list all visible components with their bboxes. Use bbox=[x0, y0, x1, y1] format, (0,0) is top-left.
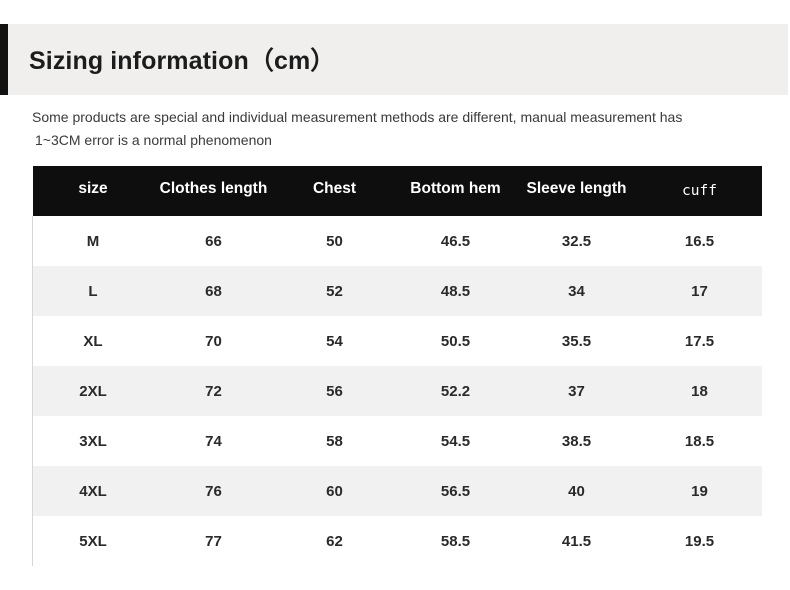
cell-clothes-length: 68 bbox=[205, 282, 222, 300]
table-row: XL 70 54 50.5 35.5 17.5 bbox=[33, 316, 762, 366]
cell-size: XL bbox=[83, 332, 103, 350]
cell-clothes-length: 74 bbox=[205, 432, 222, 450]
cell-chest: 52 bbox=[326, 282, 343, 300]
cell-size: 2XL bbox=[79, 382, 107, 400]
cell-cuff: 19.5 bbox=[684, 532, 715, 550]
column-header-cuff: cuff bbox=[682, 183, 717, 199]
cell-clothes-length: 70 bbox=[205, 332, 222, 350]
table-row: 3XL 74 58 54.5 38.5 18.5 bbox=[33, 416, 762, 466]
cell-cuff: 17 bbox=[691, 282, 708, 300]
cell-cuff: 18 bbox=[691, 382, 708, 400]
cell-sleeve-length: 37 bbox=[568, 382, 585, 400]
cell-bottom-hem: 58.5 bbox=[440, 532, 471, 550]
table-row: M 66 50 46.5 32.5 16.5 bbox=[33, 216, 762, 266]
column-header-chest: Chest bbox=[312, 180, 357, 197]
cell-size: 3XL bbox=[79, 432, 107, 450]
table-row: 5XL 77 62 58.5 41.5 19.5 bbox=[33, 516, 762, 566]
cell-cuff: 17.5 bbox=[684, 332, 715, 350]
cell-size: L bbox=[88, 282, 98, 300]
table-left-border bbox=[32, 216, 33, 566]
cell-cuff: 16.5 bbox=[684, 232, 715, 250]
cell-clothes-length: 72 bbox=[205, 382, 222, 400]
note-line-2: 1~3CM error is a normal phenomenon bbox=[35, 132, 272, 148]
table-row: 2XL 72 56 52.2 37 18 bbox=[33, 366, 762, 416]
cell-size: 5XL bbox=[79, 532, 107, 550]
cell-sleeve-length: 38.5 bbox=[561, 432, 592, 450]
cell-chest: 58 bbox=[326, 432, 343, 450]
size-chart-table: size Clothes length Chest Bottom hem Sle… bbox=[33, 166, 762, 566]
section-header: Sizing information（cm） bbox=[0, 24, 788, 95]
cell-sleeve-length: 41.5 bbox=[561, 532, 592, 550]
cell-cuff: 19 bbox=[691, 482, 708, 500]
header-accent-bar bbox=[0, 24, 8, 95]
cell-chest: 54 bbox=[326, 332, 343, 350]
note-line-1: Some products are special and individual… bbox=[32, 109, 683, 125]
column-header-bottom-hem: Bottom hem bbox=[410, 180, 501, 197]
cell-bottom-hem: 52.2 bbox=[440, 382, 471, 400]
cell-size: 4XL bbox=[79, 482, 107, 500]
column-header-size: size bbox=[78, 180, 108, 197]
cell-chest: 60 bbox=[326, 482, 343, 500]
table-header-row: size Clothes length Chest Bottom hem Sle… bbox=[33, 166, 762, 216]
cell-sleeve-length: 34 bbox=[568, 282, 585, 300]
cell-sleeve-length: 40 bbox=[568, 482, 585, 500]
column-header-clothes-length: Clothes length bbox=[159, 180, 268, 197]
cell-clothes-length: 66 bbox=[205, 232, 222, 250]
page-title: Sizing information（cm） bbox=[29, 47, 336, 75]
cell-clothes-length: 76 bbox=[205, 482, 222, 500]
cell-bottom-hem: 48.5 bbox=[440, 282, 471, 300]
cell-clothes-length: 77 bbox=[205, 532, 222, 550]
table-row: L 68 52 48.5 34 17 bbox=[33, 266, 762, 316]
column-header-sleeve-length: Sleeve length bbox=[526, 180, 627, 197]
cell-bottom-hem: 54.5 bbox=[440, 432, 471, 450]
table-row: 4XL 76 60 56.5 40 19 bbox=[33, 466, 762, 516]
cell-size: M bbox=[86, 232, 100, 250]
measurement-note: Some products are special and individual… bbox=[32, 106, 732, 152]
cell-sleeve-length: 35.5 bbox=[561, 332, 592, 350]
cell-bottom-hem: 50.5 bbox=[440, 332, 471, 350]
cell-bottom-hem: 56.5 bbox=[440, 482, 471, 500]
cell-bottom-hem: 46.5 bbox=[440, 232, 471, 250]
cell-chest: 50 bbox=[326, 232, 343, 250]
cell-chest: 56 bbox=[326, 382, 343, 400]
cell-cuff: 18.5 bbox=[684, 432, 715, 450]
cell-sleeve-length: 32.5 bbox=[561, 232, 592, 250]
cell-chest: 62 bbox=[326, 532, 343, 550]
